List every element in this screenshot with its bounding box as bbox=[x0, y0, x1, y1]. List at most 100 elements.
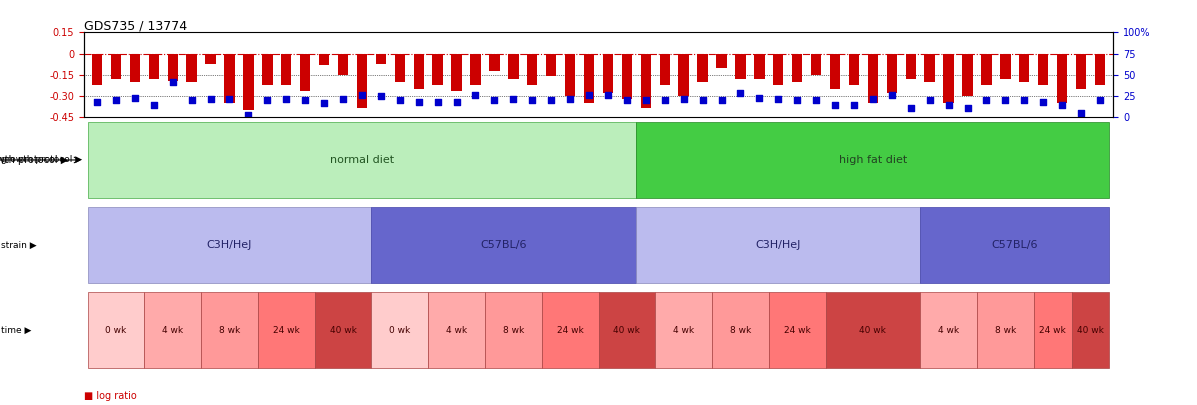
Bar bbox=[982, 53, 991, 85]
FancyBboxPatch shape bbox=[1034, 292, 1071, 369]
FancyBboxPatch shape bbox=[315, 292, 371, 369]
Bar bbox=[868, 53, 879, 103]
Point bbox=[958, 104, 977, 111]
Text: 8 wk: 8 wk bbox=[503, 326, 524, 335]
Bar bbox=[716, 53, 727, 68]
FancyBboxPatch shape bbox=[712, 292, 768, 369]
Point bbox=[523, 97, 542, 104]
Text: 4 wk: 4 wk bbox=[673, 326, 694, 335]
FancyBboxPatch shape bbox=[371, 292, 429, 369]
Bar bbox=[810, 53, 821, 75]
FancyBboxPatch shape bbox=[429, 292, 485, 369]
Bar bbox=[603, 53, 613, 93]
Text: 40 wk: 40 wk bbox=[859, 326, 886, 335]
Text: 8 wk: 8 wk bbox=[219, 326, 241, 335]
FancyBboxPatch shape bbox=[826, 292, 920, 369]
Bar bbox=[148, 53, 159, 79]
Point bbox=[220, 96, 239, 102]
Point bbox=[749, 94, 768, 101]
Point bbox=[446, 98, 466, 105]
Point bbox=[126, 94, 145, 101]
Bar bbox=[432, 53, 443, 85]
Text: 24 wk: 24 wk bbox=[784, 326, 810, 335]
Bar bbox=[1019, 53, 1029, 82]
Text: growth protocol ▶: growth protocol ▶ bbox=[1, 156, 83, 164]
Bar bbox=[224, 53, 235, 103]
Point bbox=[655, 97, 674, 104]
Bar bbox=[943, 53, 954, 103]
FancyBboxPatch shape bbox=[637, 207, 920, 284]
Bar bbox=[887, 53, 897, 93]
Point bbox=[409, 98, 429, 105]
FancyBboxPatch shape bbox=[977, 292, 1034, 369]
Bar bbox=[470, 53, 481, 85]
Bar bbox=[376, 53, 387, 64]
Point bbox=[731, 90, 751, 96]
Point bbox=[277, 96, 296, 102]
Point bbox=[239, 111, 259, 118]
Point bbox=[920, 97, 940, 104]
Bar bbox=[318, 53, 329, 65]
Text: C3H/HeJ: C3H/HeJ bbox=[755, 240, 801, 250]
Bar bbox=[187, 53, 196, 82]
Point bbox=[788, 97, 807, 104]
Point bbox=[598, 92, 618, 98]
Bar bbox=[490, 53, 499, 70]
Point bbox=[693, 97, 712, 104]
Bar bbox=[830, 53, 840, 89]
Bar bbox=[905, 53, 916, 79]
Text: ■ log ratio: ■ log ratio bbox=[84, 391, 136, 401]
FancyBboxPatch shape bbox=[87, 292, 145, 369]
FancyBboxPatch shape bbox=[371, 207, 637, 284]
Point bbox=[201, 96, 220, 102]
Point bbox=[466, 92, 485, 98]
Text: C57BL/6: C57BL/6 bbox=[991, 240, 1038, 250]
Text: 8 wk: 8 wk bbox=[995, 326, 1016, 335]
Bar bbox=[584, 53, 594, 103]
Bar bbox=[924, 53, 935, 82]
Bar bbox=[1057, 53, 1068, 103]
Point bbox=[334, 96, 353, 102]
Point bbox=[1015, 97, 1034, 104]
Point bbox=[296, 97, 315, 104]
Bar bbox=[679, 53, 688, 96]
Text: 0 wk: 0 wk bbox=[389, 326, 411, 335]
Bar bbox=[962, 53, 973, 96]
FancyBboxPatch shape bbox=[655, 292, 712, 369]
Bar bbox=[357, 53, 367, 107]
Text: 4 wk: 4 wk bbox=[446, 326, 467, 335]
FancyBboxPatch shape bbox=[598, 292, 655, 369]
Bar bbox=[262, 53, 273, 85]
Text: 24 wk: 24 wk bbox=[557, 326, 583, 335]
Bar bbox=[792, 53, 802, 82]
Point bbox=[807, 97, 826, 104]
Text: 4 wk: 4 wk bbox=[938, 326, 959, 335]
Bar bbox=[565, 53, 576, 96]
Bar bbox=[206, 53, 215, 64]
Point bbox=[977, 97, 996, 104]
Point bbox=[107, 97, 126, 104]
FancyBboxPatch shape bbox=[637, 122, 1110, 198]
Text: 24 wk: 24 wk bbox=[273, 326, 299, 335]
Point bbox=[938, 101, 958, 108]
Point bbox=[560, 96, 579, 102]
Text: 0 wk: 0 wk bbox=[105, 326, 127, 335]
Text: C3H/HeJ: C3H/HeJ bbox=[207, 240, 253, 250]
Point bbox=[1034, 98, 1053, 105]
Bar bbox=[338, 53, 348, 75]
FancyBboxPatch shape bbox=[1071, 292, 1110, 369]
FancyBboxPatch shape bbox=[920, 207, 1110, 284]
Text: high fat diet: high fat diet bbox=[839, 155, 907, 165]
FancyBboxPatch shape bbox=[87, 122, 637, 198]
Point bbox=[182, 97, 201, 104]
Bar bbox=[243, 53, 254, 110]
FancyBboxPatch shape bbox=[87, 207, 371, 284]
Point bbox=[1090, 97, 1110, 104]
Point bbox=[429, 98, 448, 105]
Text: normal diet: normal diet bbox=[330, 155, 394, 165]
Bar bbox=[168, 53, 178, 81]
Text: 8 wk: 8 wk bbox=[730, 326, 751, 335]
FancyBboxPatch shape bbox=[201, 292, 257, 369]
Point bbox=[579, 92, 598, 98]
Point bbox=[315, 100, 334, 107]
